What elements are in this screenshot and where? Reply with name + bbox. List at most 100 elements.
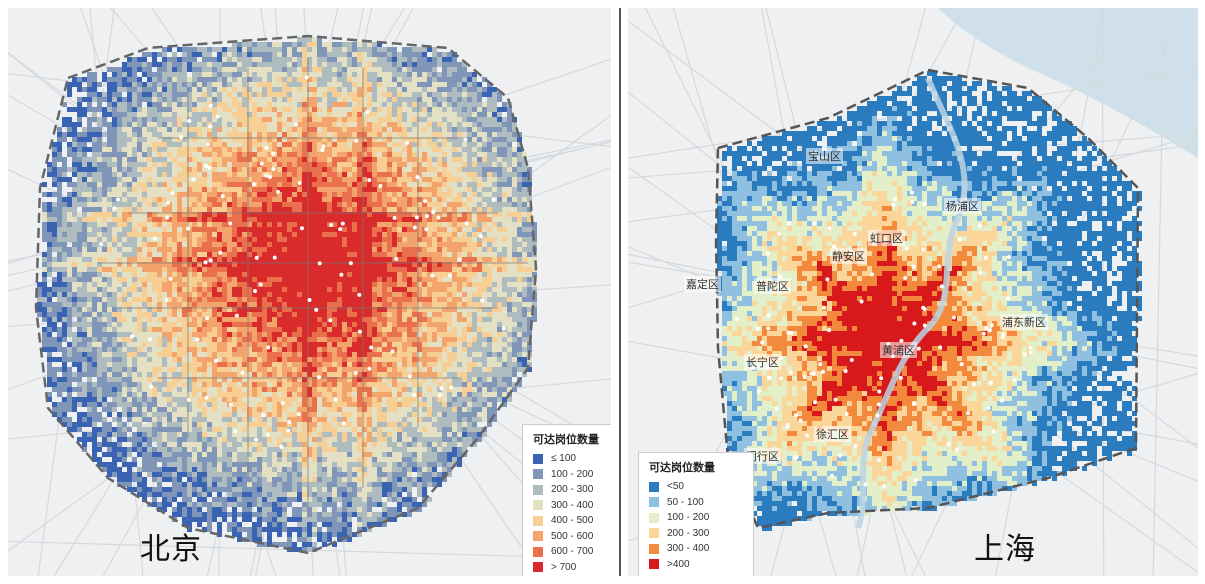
grid-cell [192, 282, 197, 287]
grid-cell [242, 492, 247, 497]
grid-cell [242, 62, 247, 67]
grid-cell [252, 187, 257, 192]
grid-cell [72, 232, 77, 237]
grid-cell [197, 137, 202, 142]
grid-cell [197, 422, 202, 427]
grid-cell [272, 62, 277, 67]
grid-cell [277, 162, 282, 167]
grid-cell [97, 417, 102, 422]
grid-cell [202, 467, 207, 472]
grid-cell [257, 82, 262, 87]
grid-cell [172, 252, 177, 257]
grid-cell [167, 462, 172, 467]
grid-cell [107, 427, 112, 432]
grid-cell [152, 472, 157, 477]
grid-cell [217, 422, 222, 427]
grid-cell [137, 467, 142, 472]
grid-cell [267, 452, 272, 457]
grid-cell [237, 292, 242, 297]
grid-cell [87, 332, 92, 337]
grid-cell [137, 167, 142, 172]
grid-cell [197, 72, 202, 77]
grid-cell [317, 387, 322, 392]
grid-cell [242, 317, 247, 322]
grid-cell [297, 97, 302, 102]
grid-cell [122, 317, 127, 322]
grid-cell [52, 142, 57, 147]
grid-cell [327, 112, 332, 117]
grid-cell [202, 72, 207, 77]
grid-cell [152, 92, 157, 97]
grid-cell [247, 107, 252, 112]
grid-cell [197, 487, 202, 492]
grid-cell [307, 52, 312, 57]
grid-cell [162, 252, 167, 257]
grid-cell [127, 107, 132, 112]
grid-cell [127, 232, 132, 237]
grid-cell [142, 232, 147, 237]
grid-cell [307, 422, 312, 427]
grid-cell [302, 317, 307, 322]
grid-cell [147, 247, 152, 252]
grid-cell [302, 232, 307, 237]
grid-cell [292, 472, 297, 477]
grid-cell [182, 287, 187, 292]
grid-cell [112, 397, 117, 402]
grid-cell [197, 52, 202, 57]
grid-cell [147, 152, 152, 157]
grid-cell [277, 137, 282, 142]
grid-cell [152, 187, 157, 192]
grid-cell [202, 277, 207, 282]
grid-cell [57, 242, 62, 247]
grid-cell [297, 427, 302, 432]
grid-cell [317, 167, 322, 172]
grid-cell [252, 327, 257, 332]
grid-cell [187, 77, 192, 82]
grid-cell [52, 317, 57, 322]
grid-cell [137, 227, 142, 232]
grid-cell [187, 272, 192, 277]
grid-cell [227, 397, 232, 402]
grid-cell [157, 237, 162, 242]
grid-cell [287, 382, 292, 387]
grid-cell [142, 172, 147, 177]
grid-cell [262, 377, 267, 382]
grid-cell [47, 227, 52, 232]
grid-cell [122, 387, 127, 392]
grid-cell [112, 407, 117, 412]
grid-cell [232, 72, 237, 77]
grid-cell [132, 212, 137, 217]
grid-cell [287, 172, 292, 177]
grid-cell [267, 372, 272, 377]
grid-cell [182, 172, 187, 177]
grid-cell [177, 242, 182, 247]
grid-cell [327, 177, 332, 182]
grid-cell [242, 437, 247, 442]
grid-cell [222, 257, 227, 262]
grid-cell [92, 277, 97, 282]
grid-cell [272, 477, 277, 482]
grid-cell [127, 102, 132, 107]
grid-cell [117, 347, 122, 352]
grid-cell [247, 482, 252, 487]
grid-cell [277, 42, 282, 47]
grid-cell [197, 237, 202, 242]
grid-cell [222, 332, 227, 337]
grid-cell [272, 192, 277, 197]
grid-cell [272, 502, 277, 507]
grid-cell [297, 537, 302, 542]
grid-cell [297, 57, 302, 62]
grid-cell [242, 422, 247, 427]
grid-cell [302, 132, 307, 137]
grid-cell [282, 192, 287, 197]
grid-cell [197, 157, 202, 162]
grid-cell [147, 412, 152, 417]
grid-cell [212, 267, 217, 272]
grid-cell [122, 282, 127, 287]
grid-cell [62, 327, 67, 332]
grid-cell [257, 132, 262, 137]
grid-cell [302, 472, 307, 477]
grid-cell [292, 372, 297, 377]
grid-cell [157, 252, 162, 257]
grid-cell [52, 162, 57, 167]
